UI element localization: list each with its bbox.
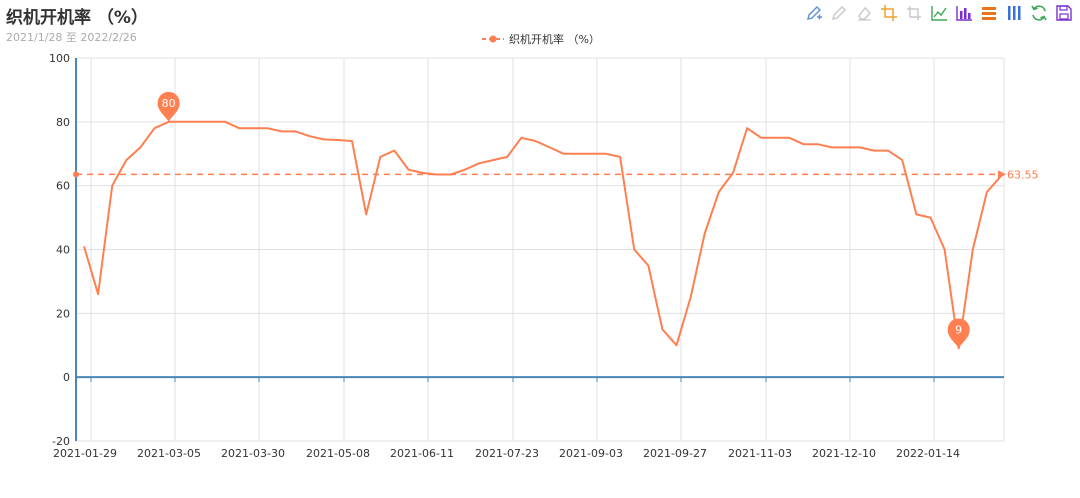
y-tick-label: 80 <box>56 116 70 129</box>
tiled-icon[interactable] <box>1004 3 1024 23</box>
x-tick-label: 2021-05-08 <box>306 447 370 460</box>
legend-label: 织机开机率 （%） <box>509 33 600 46</box>
chart-legend[interactable]: 织机开机率 （%） <box>482 31 600 47</box>
refresh-icon[interactable] <box>1029 3 1049 23</box>
max-marker-label: 80 <box>162 97 176 110</box>
y-tick-label: 0 <box>63 371 70 384</box>
restore-crop-icon[interactable] <box>904 3 924 23</box>
x-tick-label: 2021-07-23 <box>475 447 539 460</box>
x-tick-label: 2021-09-03 <box>559 447 623 460</box>
eraser-icon[interactable] <box>854 3 874 23</box>
x-tick-label: 2021-06-11 <box>390 447 454 460</box>
x-tick-label: 2021-09-27 <box>643 447 707 460</box>
x-tick-label: 2021-11-03 <box>728 447 792 460</box>
y-tick-label: 20 <box>56 307 70 320</box>
average-line-start-point <box>73 171 79 178</box>
max-marker-pin <box>157 91 180 122</box>
series-line <box>83 120 1002 350</box>
chart-toolbox <box>804 3 1074 23</box>
y-tick-label: 60 <box>56 180 70 193</box>
x-tick-label: 2021-01-29 <box>53 447 117 460</box>
chart-subtitle: 2021/1/28 至 2022/2/26 <box>6 31 137 44</box>
line-chart-icon[interactable] <box>929 3 949 23</box>
bar-chart-icon[interactable] <box>954 3 974 23</box>
pen-plus-icon[interactable] <box>804 3 824 23</box>
average-line-label: 63.55 <box>1007 168 1039 181</box>
x-tick-label: 2021-12-10 <box>812 447 876 460</box>
legend-line-icon <box>482 35 504 43</box>
y-tick-label: -20 <box>52 435 70 448</box>
y-tick-label: 100 <box>49 52 70 65</box>
x-tick-label: 2021-03-30 <box>221 447 285 460</box>
y-tick-label: 40 <box>56 244 70 257</box>
min-marker-pin <box>947 318 970 349</box>
x-tick-label: 2021-03-05 <box>137 447 201 460</box>
x-tick-label: 2022-01-14 <box>896 447 960 460</box>
pen-icon[interactable] <box>829 3 849 23</box>
crop-icon[interactable] <box>879 3 899 23</box>
stack-icon[interactable] <box>979 3 999 23</box>
save-icon[interactable] <box>1054 3 1074 23</box>
min-marker-label: 9 <box>955 323 962 336</box>
chart-title: 织机开机率 （%） <box>6 8 148 28</box>
